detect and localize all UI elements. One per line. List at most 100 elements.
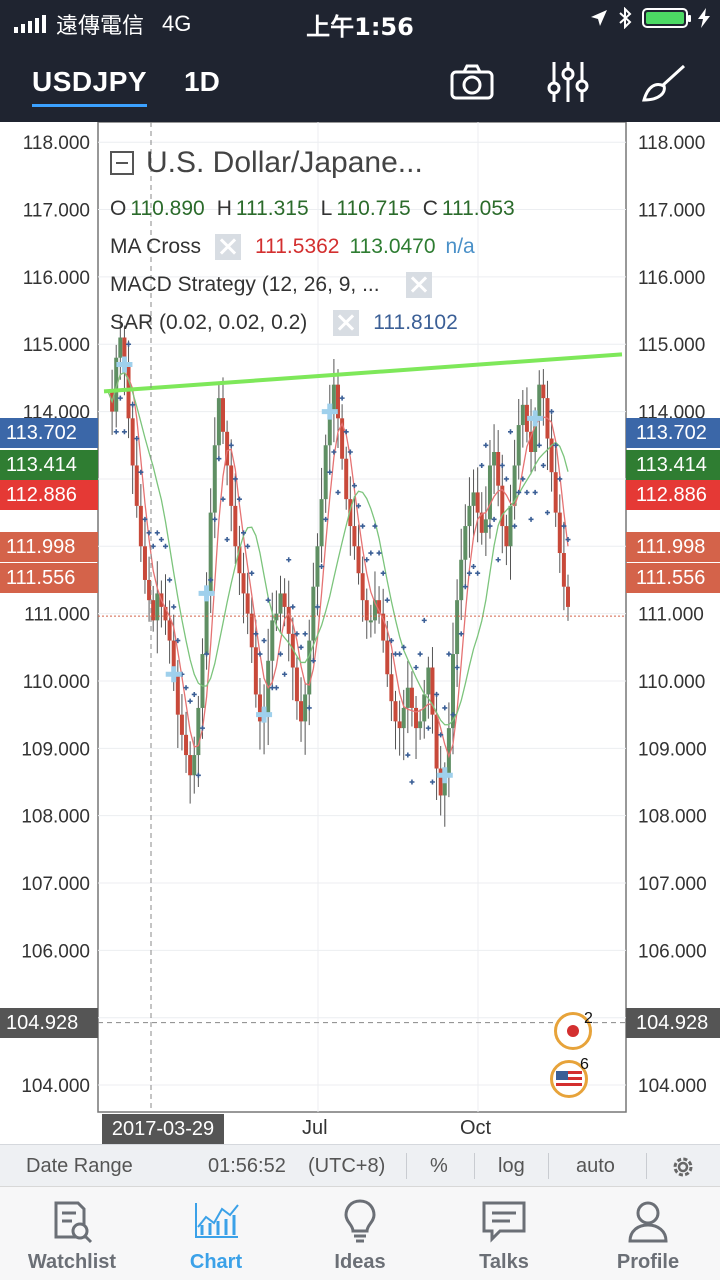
candle-down [496, 452, 501, 486]
candle-down [557, 512, 562, 554]
candle-up [323, 445, 328, 500]
percent-scale-button[interactable]: % [430, 1155, 448, 1177]
macd-signal-marker [527, 410, 544, 427]
sar-dot [417, 651, 423, 657]
indicator-macd-strategy[interactable]: MACD Strategy (12, 26, 9, ... [110, 266, 527, 304]
candle-down [553, 472, 558, 513]
sar-dot [499, 462, 505, 468]
date-range-button[interactable]: Date Range [26, 1155, 133, 1177]
tab-talks[interactable]: Talks [432, 1187, 576, 1280]
macd-label: MACD Strategy (12, 26, 9, ... [110, 273, 380, 296]
interval-selector[interactable]: 1D [184, 66, 220, 97]
candle-down [566, 586, 570, 607]
candle-down [541, 384, 546, 399]
sar-dot [253, 631, 259, 637]
chart-icon [195, 1203, 239, 1238]
price-tag-last-left: 111.556 [0, 563, 98, 593]
candle-down [430, 667, 435, 715]
indicator-ma-cross[interactable]: MA Cross 111.5362 113.0470 n/a [110, 228, 527, 266]
tab-watchlist[interactable]: Watchlist [0, 1187, 144, 1280]
sar-value: 111.8102 [373, 311, 458, 334]
candle-up [372, 600, 377, 621]
camera-icon[interactable] [448, 58, 496, 106]
drawing-brush-icon[interactable] [640, 58, 688, 106]
low-value: 110.715 [336, 197, 411, 220]
collapse-legend-icon[interactable] [110, 151, 134, 175]
tab-chart[interactable]: Chart [144, 1187, 288, 1280]
candle-down [286, 606, 291, 634]
timezone-button[interactable]: (UTC+8) [308, 1155, 386, 1177]
candle-up [315, 546, 320, 587]
high-value: 111.315 [235, 197, 309, 220]
tab-profile[interactable]: Profile [576, 1187, 720, 1280]
sar-dot [220, 496, 226, 502]
candle-down [282, 593, 287, 607]
x-tick-oct: Oct [460, 1117, 492, 1139]
tab-ideas[interactable]: Ideas [288, 1187, 432, 1280]
japan-event-badge[interactable] [554, 1012, 592, 1050]
sar-dot [487, 523, 493, 529]
sar-dot [150, 543, 156, 549]
macd-signal-marker [165, 666, 182, 683]
y-tick-label-right: 110.000 [638, 672, 705, 693]
candle-up [274, 613, 279, 621]
sar-dot [405, 752, 411, 758]
candle-up [270, 620, 275, 661]
chart-canvas[interactable]: 118.000 118.000 117.000 117.000 116.000 116.0… [0, 122, 720, 1144]
log-scale-button[interactable]: log [498, 1155, 525, 1177]
candle-down [356, 546, 361, 574]
remove-macd-icon[interactable] [405, 272, 432, 298]
candle-up [471, 492, 476, 506]
signal-strength-icon [14, 15, 46, 33]
candle-up [155, 593, 160, 621]
y-tick-label-right: 107.000 [638, 874, 707, 895]
ma-cross-label: MA Cross [110, 235, 202, 258]
y-tick-label-left: 111.000 [24, 605, 90, 626]
candle-down [500, 485, 505, 527]
remove-ma-cross-icon[interactable] [215, 234, 242, 260]
y-tick-label-right: 116.000 [638, 268, 705, 289]
candle-down [393, 701, 398, 722]
candle-up [537, 384, 542, 419]
sar-dot [544, 510, 550, 516]
candle-down [171, 640, 176, 675]
sar-dot [278, 651, 283, 657]
bottom-tab-bar: Watchlist Chart Ideas [0, 1186, 720, 1280]
japan-flag-icon [567, 1025, 579, 1037]
usa-event-count: 6 [580, 1056, 589, 1073]
candle-down [348, 499, 353, 527]
indicator-settings-sliders-icon[interactable] [544, 58, 592, 106]
sar-dot [302, 631, 308, 637]
candle-down [134, 465, 139, 506]
sar-dot [319, 563, 325, 569]
macd-signal-marker [198, 585, 215, 602]
sar-dot [208, 577, 214, 583]
price-chart[interactable]: 118.000 118.000 117.000 117.000 116.000 116.0… [0, 122, 720, 1144]
usa-event-badge[interactable] [550, 1060, 588, 1098]
sar-dot [347, 449, 353, 455]
sar-dot [314, 604, 320, 610]
auto-scale-button[interactable]: auto [576, 1155, 615, 1177]
battery-icon [642, 8, 691, 28]
candle-down [225, 431, 230, 466]
y-tick-label-left: 106.000 [21, 941, 90, 962]
candle-down [336, 384, 340, 419]
candle-down [290, 633, 295, 668]
candle-down [142, 546, 147, 580]
candle-down [253, 647, 258, 695]
y-tick-label-left: 118.000 [23, 133, 90, 154]
settings-gear-icon[interactable] [670, 1154, 696, 1180]
open-value: 110.890 [130, 197, 205, 220]
candle-down [397, 721, 402, 729]
candle-up [451, 654, 455, 729]
low-label: L [320, 197, 333, 220]
candle-up [520, 404, 525, 426]
price-tag-high-right: 111.998 [626, 532, 720, 562]
symbol-selector[interactable]: USDJPY [32, 66, 148, 107]
sar-dot [339, 395, 345, 401]
remove-sar-icon[interactable] [333, 310, 360, 336]
sar-dot [368, 550, 374, 556]
sar-dot [471, 563, 477, 569]
candle-up [200, 654, 205, 708]
indicator-sar[interactable]: SAR (0.02, 0.02, 0.2) 111.8102 [110, 304, 527, 342]
